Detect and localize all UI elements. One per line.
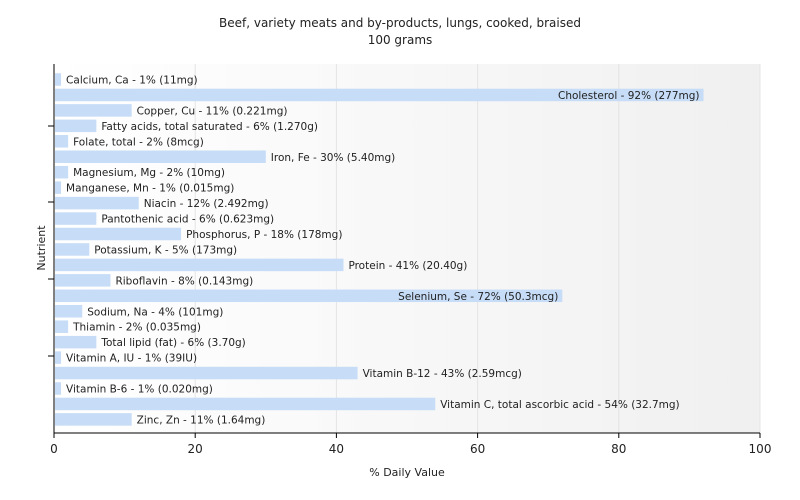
bar-label: Selenium, Se - 72% (50.3mcg) (398, 291, 558, 303)
axes: 0 20 40 60 80 100 (48, 64, 771, 456)
bar-label: Protein - 41% (20.40g) (348, 260, 467, 272)
bar-label: Vitamin A, IU - 1% (39IU) (66, 353, 197, 365)
bar-label: Manganese, Mn - 1% (0.015mg) (66, 183, 234, 195)
x-tick-label-2: 40 (329, 442, 344, 456)
bar-label: Phosphorus, P - 18% (178mg) (186, 229, 342, 241)
bar (55, 88, 704, 102)
bar-label: Thiamin - 2% (0.035mg) (72, 322, 201, 334)
bar (55, 413, 132, 426)
bar (55, 227, 182, 241)
bar-label: Cholesterol - 92% (277mg) (558, 90, 700, 102)
x-axis-label: % Daily Value (369, 466, 445, 479)
bar (55, 274, 111, 287)
x-tick-label-0: 0 (50, 442, 58, 456)
bar (55, 305, 83, 318)
bar-label: Fatty acids, total saturated - 6% (1.270… (101, 121, 318, 133)
bar (55, 165, 69, 179)
bar (55, 382, 62, 395)
chart-subtitle: 100 grams (368, 33, 433, 47)
x-tick-label-1: 20 (188, 442, 203, 456)
bar-label: Vitamin B-6 - 1% (0.020mg) (66, 384, 213, 396)
bar (55, 243, 90, 256)
bar (55, 366, 358, 380)
bar (55, 335, 97, 349)
x-tick-label-5: 100 (749, 442, 772, 456)
bar-label: Vitamin B-12 - 43% (2.59mcg) (363, 368, 522, 380)
bar (55, 119, 97, 133)
bar (55, 351, 62, 364)
bar (55, 212, 97, 225)
bar (55, 196, 139, 210)
bar-label: Magnesium, Mg - 2% (10mg) (73, 167, 225, 179)
bar-label: Iron, Fe - 30% (5.40mg) (271, 152, 395, 164)
bar-label: Copper, Cu - 11% (0.221mg) (137, 105, 288, 117)
bar (55, 181, 62, 194)
bars: Calcium, Ca - 1% (11mg) Cholesterol - 92%… (55, 73, 704, 426)
bar-label: Folate, total - 2% (8mcg) (73, 136, 204, 148)
bar-label: Niacin - 12% (2.492mg) (144, 198, 269, 210)
bar (55, 258, 344, 272)
bar-label: Total lipid (fat) - 6% (3.70g) (100, 337, 245, 349)
y-axis-label: Nutrient (35, 225, 48, 271)
bar (55, 104, 132, 117)
bar (55, 320, 69, 333)
chart-title: Beef, variety meats and by-products, lun… (219, 16, 581, 30)
x-tick-label-4: 80 (611, 442, 626, 456)
bar-label: Calcium, Ca - 1% (11mg) (66, 75, 198, 87)
bar (55, 150, 266, 163)
bar-label: Sodium, Na - 4% (101mg) (87, 306, 223, 318)
bar-label: Riboflavin - 8% (0.143mg) (115, 275, 253, 287)
bar-label: Potassium, K - 5% (173mg) (94, 244, 237, 256)
bar (55, 397, 436, 411)
bar-label: Pantothenic acid - 6% (0.623mg) (101, 214, 274, 226)
bar (55, 73, 62, 86)
bar (55, 135, 69, 148)
bar-label: Zinc, Zn - 11% (1.64mg) (137, 414, 266, 426)
x-tick-label-3: 60 (470, 442, 485, 456)
bar-label: Vitamin C, total ascorbic acid - 54% (32… (440, 399, 679, 411)
bar (55, 289, 563, 303)
